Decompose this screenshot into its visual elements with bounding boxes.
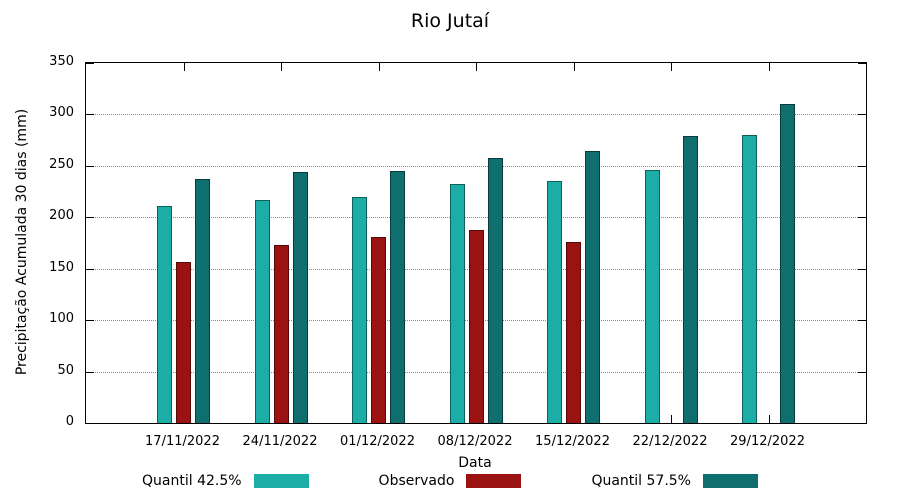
x-tick-mark: [378, 63, 380, 71]
legend-swatch: [253, 474, 309, 488]
plot-area: [85, 62, 867, 424]
legend-label: Quantil 57.5%: [591, 473, 691, 489]
bar: [585, 151, 600, 423]
gridline: [86, 114, 866, 116]
bar: [468, 229, 484, 423]
x-tick-mark: [183, 63, 185, 71]
legend-label: Quantil 42.5%: [142, 473, 242, 489]
bar: [449, 184, 465, 423]
gridline: [86, 217, 866, 219]
x-tick-mark: [768, 63, 770, 71]
y-tick-label: 200: [49, 208, 74, 224]
y-tick-mark: [86, 63, 94, 64]
x-tick-label: 17/11/2022: [145, 434, 220, 449]
bar: [644, 169, 660, 423]
y-tick-mark: [86, 114, 94, 116]
x-tick-label: 15/12/2022: [535, 434, 610, 449]
bar: [195, 179, 210, 423]
y-tick-mark: [858, 423, 866, 424]
bar: [176, 261, 191, 423]
bar: [390, 171, 405, 423]
y-tick-label: 150: [49, 259, 74, 275]
bar: [254, 199, 270, 423]
legend-item: Quantil 57.5%: [591, 473, 758, 489]
bar: [682, 136, 698, 423]
x-tick-mark: [281, 63, 282, 71]
y-tick-mark: [858, 63, 866, 64]
y-tick-mark: [858, 165, 866, 167]
y-tick-mark: [858, 371, 866, 373]
y-tick-mark: [86, 320, 94, 322]
chart-title: Rio Jutaí: [410, 10, 490, 32]
gridline: [86, 165, 866, 167]
legend-swatch: [702, 474, 758, 488]
bar: [273, 245, 289, 423]
y-tick-label: 0: [65, 414, 74, 429]
bar: [292, 172, 308, 423]
bar: [780, 104, 795, 423]
y-tick-mark: [858, 114, 866, 116]
x-tick-label: 22/12/2022: [632, 434, 708, 449]
x-tick-mark: [671, 415, 672, 423]
y-tick-mark: [858, 320, 866, 322]
x-tick-mark: [768, 415, 770, 423]
x-tick-label: 29/12/2022: [730, 434, 805, 449]
bar: [487, 157, 503, 423]
x-axis-label: Data: [458, 455, 492, 471]
x-tick-label: 08/12/2022: [437, 434, 513, 449]
y-tick-label: 250: [49, 156, 74, 172]
y-tick-mark: [86, 217, 94, 219]
bar: [742, 135, 757, 423]
x-tick-mark: [476, 63, 477, 71]
y-tick-label: 350: [49, 54, 74, 69]
bar: [157, 205, 172, 423]
y-tick-mark: [86, 423, 94, 424]
y-tick-mark: [858, 268, 866, 270]
y-tick-label: 100: [49, 311, 74, 327]
legend: Quantil 42.5% Observado Quantil 57.5%: [0, 473, 900, 489]
bar: [352, 196, 367, 423]
x-tick-mark: [573, 63, 575, 71]
plot-inner: [86, 63, 866, 424]
legend-label: Observado: [378, 473, 455, 489]
bar: [547, 181, 562, 423]
legend-item: Quantil 42.5%: [142, 473, 309, 489]
y-tick-mark: [858, 217, 866, 219]
x-tick-label: 01/12/2022: [340, 434, 415, 449]
y-tick-mark: [86, 268, 94, 270]
bar: [371, 236, 386, 423]
x-tick-mark: [671, 63, 672, 71]
x-tick-label: 24/11/2022: [242, 434, 318, 449]
legend-item: Observado: [379, 473, 522, 489]
bar: [566, 241, 581, 423]
y-tick-label: 300: [49, 105, 74, 121]
y-tick-mark: [86, 165, 94, 167]
legend-swatch: [466, 474, 522, 488]
y-tick-label: 50: [57, 362, 74, 378]
y-axis-label: Precipitação Acumulada 30 dias (mm): [14, 108, 30, 376]
y-tick-mark: [86, 371, 94, 373]
